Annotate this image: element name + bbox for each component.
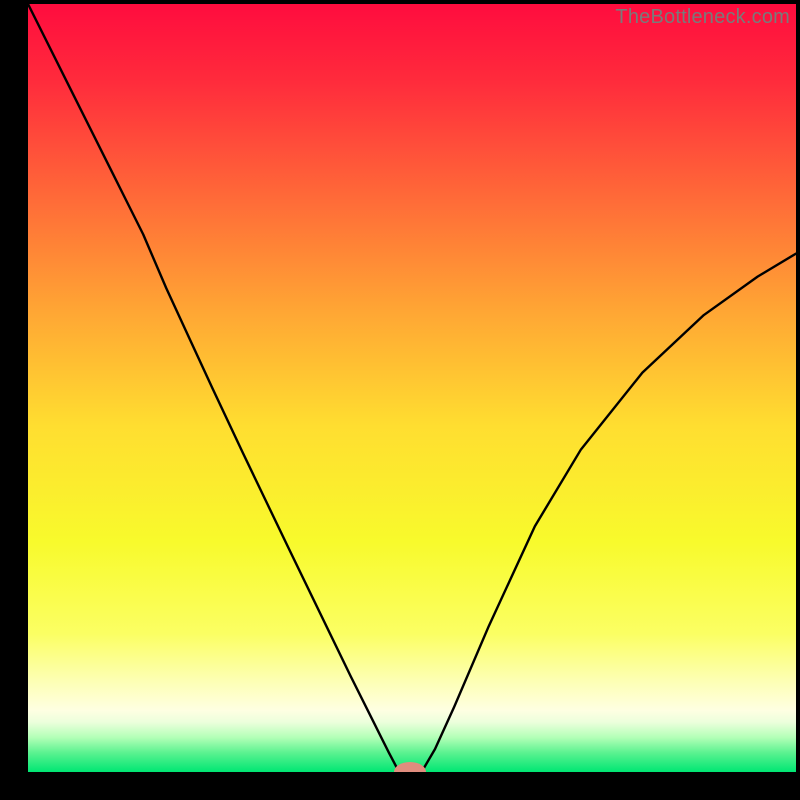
plot-svg <box>28 4 796 772</box>
watermark-text: TheBottleneck.com <box>615 6 790 29</box>
outer-frame: TheBottleneck.com <box>0 0 800 800</box>
gradient-background <box>28 4 796 772</box>
plot-area <box>28 4 796 772</box>
